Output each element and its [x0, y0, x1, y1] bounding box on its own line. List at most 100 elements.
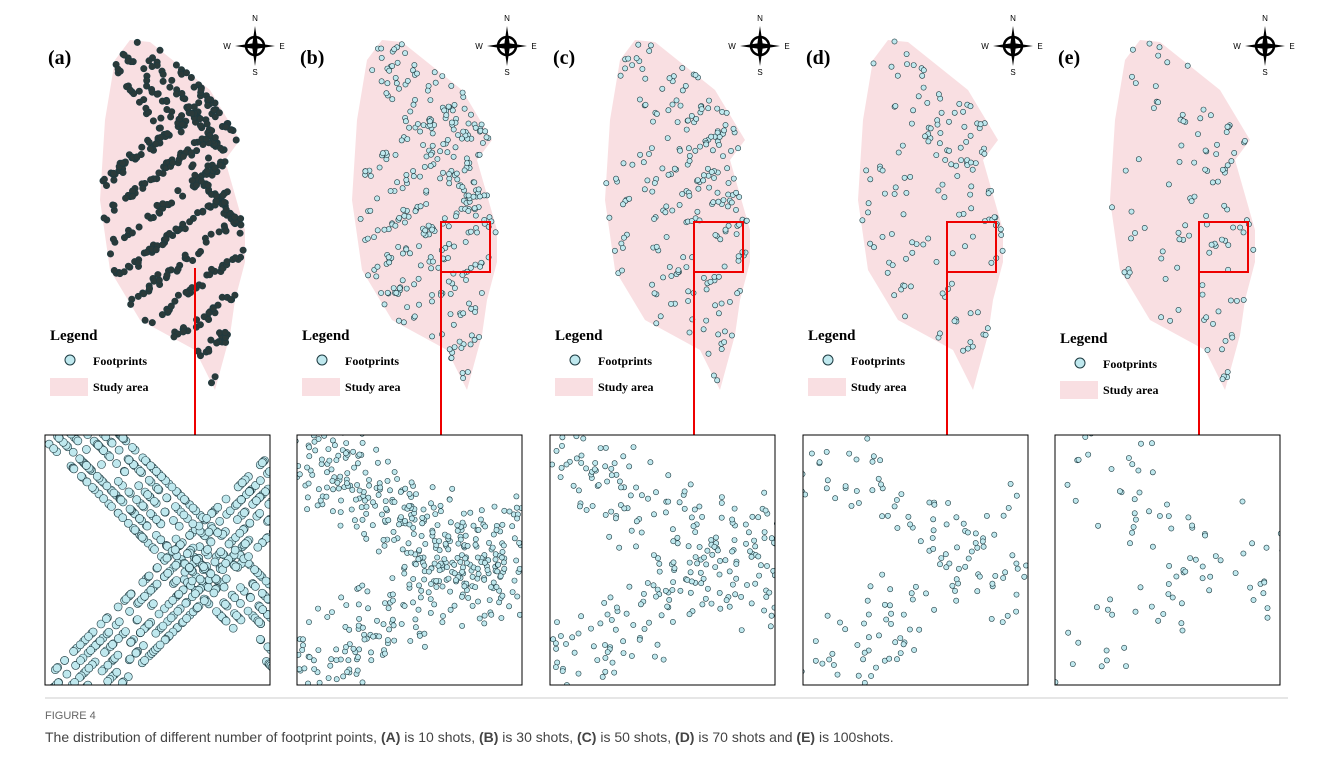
legend-swatch — [823, 355, 833, 365]
footprint — [680, 65, 685, 70]
footprint — [651, 583, 656, 588]
footprint — [183, 550, 191, 558]
footprint — [136, 224, 142, 230]
footprint — [1031, 597, 1036, 602]
footprint — [651, 553, 656, 558]
footprint — [282, 468, 287, 473]
footprint — [876, 476, 881, 481]
zoom-dots — [256, 410, 575, 713]
footprint — [603, 464, 608, 469]
footprint — [43, 690, 51, 698]
footprint — [387, 68, 392, 73]
footprint — [1203, 533, 1208, 538]
footprint — [430, 131, 435, 136]
footprint — [280, 595, 288, 603]
footprint — [510, 524, 515, 529]
footprint — [446, 576, 451, 581]
footprint — [1123, 168, 1128, 173]
footprint — [767, 590, 772, 595]
footprint — [522, 567, 527, 572]
footprint — [1166, 514, 1171, 519]
footprint — [727, 604, 732, 609]
footprint — [288, 477, 296, 485]
footprint — [869, 673, 874, 678]
footprint — [817, 568, 822, 573]
footprint — [722, 264, 727, 269]
footprint — [283, 646, 291, 654]
footprint — [82, 461, 90, 469]
footprint — [460, 272, 465, 277]
footprint — [638, 152, 643, 157]
footprint — [82, 445, 90, 453]
footprint — [208, 337, 214, 343]
footprint — [452, 286, 457, 291]
footprint — [1185, 63, 1190, 68]
footprint — [675, 541, 680, 546]
footprint — [523, 523, 528, 528]
footprint — [410, 600, 415, 605]
footprint — [41, 692, 49, 700]
footprint — [576, 631, 581, 636]
footprint — [688, 482, 693, 487]
study-area — [605, 40, 750, 390]
footprint — [473, 213, 478, 218]
footprint — [681, 255, 686, 260]
footprint — [788, 637, 793, 642]
footprint — [223, 228, 229, 234]
footprint — [649, 146, 654, 151]
footprint — [418, 263, 423, 268]
footprint — [923, 591, 928, 596]
footprint — [705, 586, 710, 591]
footprint — [888, 587, 893, 592]
footprint — [724, 110, 729, 115]
footprint — [1109, 205, 1114, 210]
footprint — [109, 641, 117, 649]
footprint — [158, 134, 164, 140]
footprint — [1065, 482, 1070, 487]
footprint — [273, 668, 281, 676]
footprint — [418, 595, 423, 600]
footprint — [435, 555, 440, 560]
footprint — [425, 88, 430, 93]
footprint — [670, 619, 675, 624]
footprint — [637, 97, 642, 102]
footprint — [885, 513, 890, 518]
footprint — [435, 156, 440, 161]
panel: (e)NSEWLegendFootprintsStudy area — [1019, 14, 1312, 689]
footprint — [936, 92, 941, 97]
footprint — [870, 459, 875, 464]
footprint — [427, 119, 432, 124]
footprint — [404, 172, 409, 177]
footprint — [231, 594, 239, 602]
footprint — [296, 463, 301, 468]
footprint — [127, 87, 133, 93]
footprint — [749, 601, 754, 606]
footprint — [423, 228, 428, 233]
footprint — [910, 240, 915, 245]
footprint — [52, 698, 60, 706]
footprint — [222, 617, 230, 625]
footprint — [399, 138, 404, 143]
footprint — [298, 613, 306, 621]
footprint — [537, 606, 542, 611]
footprint — [686, 146, 691, 151]
legend-item: Footprints — [1103, 357, 1157, 371]
footprint — [404, 286, 409, 291]
footprint — [451, 322, 456, 327]
footprint — [1146, 509, 1151, 514]
footprint — [438, 509, 443, 514]
footprint — [878, 482, 883, 487]
compass-letter: N — [252, 14, 258, 23]
footprint — [607, 534, 612, 539]
footprint — [911, 108, 916, 113]
footprint — [350, 487, 355, 492]
footprint — [468, 229, 473, 234]
footprint — [336, 486, 341, 491]
footprint — [824, 687, 829, 692]
footprint — [717, 590, 722, 595]
footprint — [600, 674, 605, 679]
footprint — [1250, 541, 1255, 546]
footprint — [792, 706, 797, 711]
footprint — [1126, 455, 1131, 460]
footprint — [466, 595, 471, 600]
